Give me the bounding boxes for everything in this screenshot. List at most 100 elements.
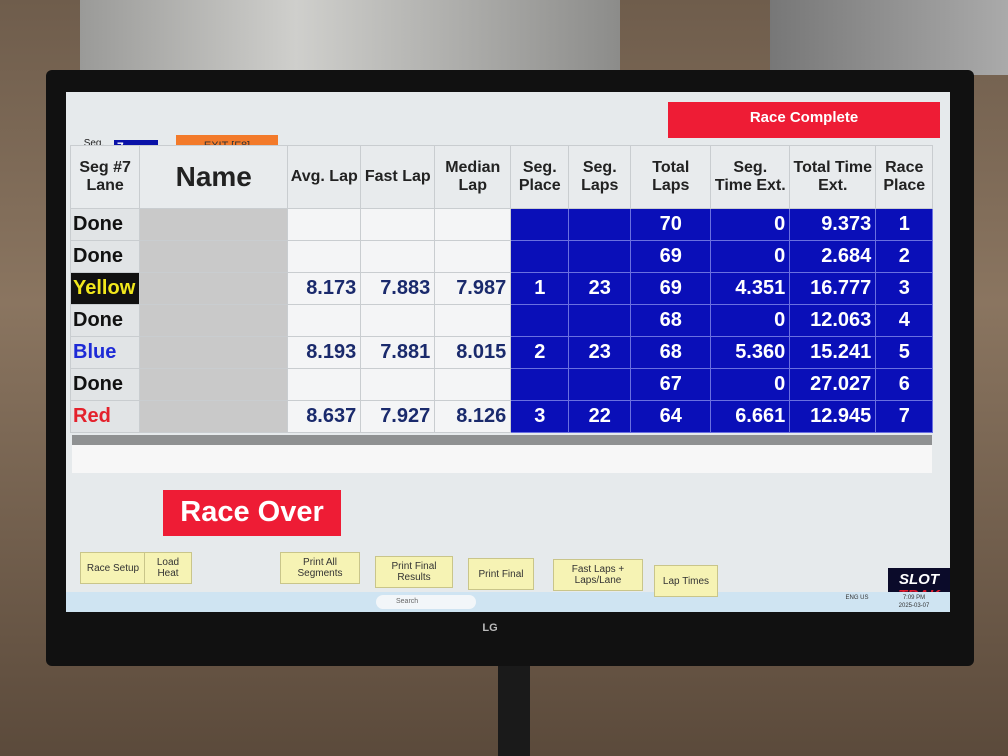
monitor-stand xyxy=(498,666,530,756)
cell: 68 xyxy=(630,304,712,337)
cell: 7.883 xyxy=(360,272,436,305)
cell: 0 xyxy=(710,208,791,241)
cell: 12.063 xyxy=(789,304,877,337)
column-header: Avg. Lap xyxy=(287,145,362,209)
cell xyxy=(139,240,289,273)
cell xyxy=(360,304,436,337)
cell: 6 xyxy=(875,368,934,401)
language[interactable]: ENG US xyxy=(845,595,869,601)
cell xyxy=(510,208,570,241)
lane-cell: Done xyxy=(69,368,141,401)
lane-cell: Yellow xyxy=(69,272,141,305)
cell: 4 xyxy=(875,304,934,337)
cell xyxy=(360,240,436,273)
cell xyxy=(287,208,362,241)
cell xyxy=(434,240,512,273)
lane-cell: Done xyxy=(69,208,141,241)
logo-text: SLOT xyxy=(899,571,939,588)
column-header: Race Place xyxy=(875,145,934,209)
cell: 8.126 xyxy=(434,400,512,433)
button[interactable]: Print Final Results xyxy=(375,556,453,588)
monitor-brand: LG xyxy=(482,622,498,634)
button[interactable]: Print All Segments xyxy=(280,552,360,584)
cell: 68 xyxy=(630,336,712,369)
cell xyxy=(434,208,512,241)
button[interactable]: Race Setup xyxy=(80,552,146,584)
wall-photo xyxy=(770,0,1008,75)
race-over-label: Race Over xyxy=(163,490,341,536)
search-box[interactable]: Search xyxy=(376,595,476,609)
cell xyxy=(510,368,570,401)
cell: 7.987 xyxy=(434,272,512,305)
result-row: Done 70 0 9.373 1 xyxy=(69,208,934,241)
button[interactable]: Lap Times xyxy=(654,565,718,597)
cell: 8.173 xyxy=(287,272,362,305)
column-header: Seg. Place xyxy=(510,145,570,209)
results-table: Seg #7 Lane Name Avg. Lap Fast Lap Median La… xyxy=(69,145,934,433)
cell xyxy=(139,208,289,241)
cell: 8.193 xyxy=(287,336,362,369)
cell: 9.373 xyxy=(789,208,877,241)
cell: 23 xyxy=(568,336,632,369)
cell xyxy=(139,272,289,305)
cell: 4.351 xyxy=(710,272,791,305)
cell: 22 xyxy=(568,400,632,433)
header-row: Seg #7 Lane Name Avg. Lap Fast Lap Median La… xyxy=(69,145,934,209)
cell xyxy=(139,400,289,433)
result-row: Done 69 0 2.684 2 xyxy=(69,240,934,273)
cell xyxy=(287,304,362,337)
column-header: Total Time Ext. xyxy=(789,145,877,209)
cell: 16.777 xyxy=(789,272,877,305)
cell: 0 xyxy=(710,240,791,273)
result-row: Red 8.637 7.927 8.126 3 22 64 6.661 12.945 7 xyxy=(69,400,934,433)
column-header: Median Lap xyxy=(434,145,512,209)
taskbar: Search ENG US 7:09 PM 2025-03-07 xyxy=(66,592,950,612)
scrollbar[interactable] xyxy=(72,435,932,473)
cell: 1 xyxy=(510,272,570,305)
cell xyxy=(287,368,362,401)
cell: 2 xyxy=(875,240,934,273)
cell xyxy=(360,208,436,241)
cell xyxy=(568,208,632,241)
result-row: Done 67 0 27.027 6 xyxy=(69,368,934,401)
button[interactable]: Load Heat xyxy=(144,552,192,584)
cell xyxy=(568,304,632,337)
lane-cell: Blue xyxy=(69,336,141,369)
cell: 7.881 xyxy=(360,336,436,369)
column-header: Name xyxy=(139,145,289,209)
cell: 3 xyxy=(875,272,934,305)
time: 7:09 PM xyxy=(902,595,926,601)
cell xyxy=(434,304,512,337)
cell xyxy=(360,368,436,401)
column-header: Seg. Time Ext. xyxy=(710,145,791,209)
cell: 0 xyxy=(710,368,791,401)
cell: 0 xyxy=(710,304,791,337)
screen: Seg. Stats 7 EXIT [F8] Race Complete Seg… xyxy=(66,92,950,612)
cell: 12.945 xyxy=(789,400,877,433)
cell xyxy=(510,240,570,273)
button[interactable]: Print Final xyxy=(468,558,534,590)
cell: 67 xyxy=(630,368,712,401)
column-header: Fast Lap xyxy=(360,145,436,209)
column-header: Seg #7 Lane xyxy=(69,145,141,209)
cell xyxy=(287,240,362,273)
cell xyxy=(510,304,570,337)
cell: 1 xyxy=(875,208,934,241)
result-row: Done 68 0 12.063 4 xyxy=(69,304,934,337)
button[interactable]: Fast Laps + Laps/Lane xyxy=(553,559,643,591)
cell: 23 xyxy=(568,272,632,305)
cell: 5.360 xyxy=(710,336,791,369)
cell: 64 xyxy=(630,400,712,433)
cell: 6.661 xyxy=(710,400,791,433)
cell: 3 xyxy=(510,400,570,433)
column-header: Seg. Laps xyxy=(568,145,632,209)
result-row: Blue 8.193 7.881 8.015 2 23 68 5.360 15.241 5 xyxy=(69,336,934,369)
cell: 69 xyxy=(630,272,712,305)
cell xyxy=(139,336,289,369)
clock[interactable]: 7:09 PM 2025-03-07 xyxy=(892,594,936,610)
cell: 7 xyxy=(875,400,934,433)
race-status-banner: Race Complete xyxy=(668,102,940,138)
lane-cell: Red xyxy=(69,400,141,433)
result-row: Yellow 8.173 7.883 7.987 1 23 69 4.351 16.777 3 xyxy=(69,272,934,305)
